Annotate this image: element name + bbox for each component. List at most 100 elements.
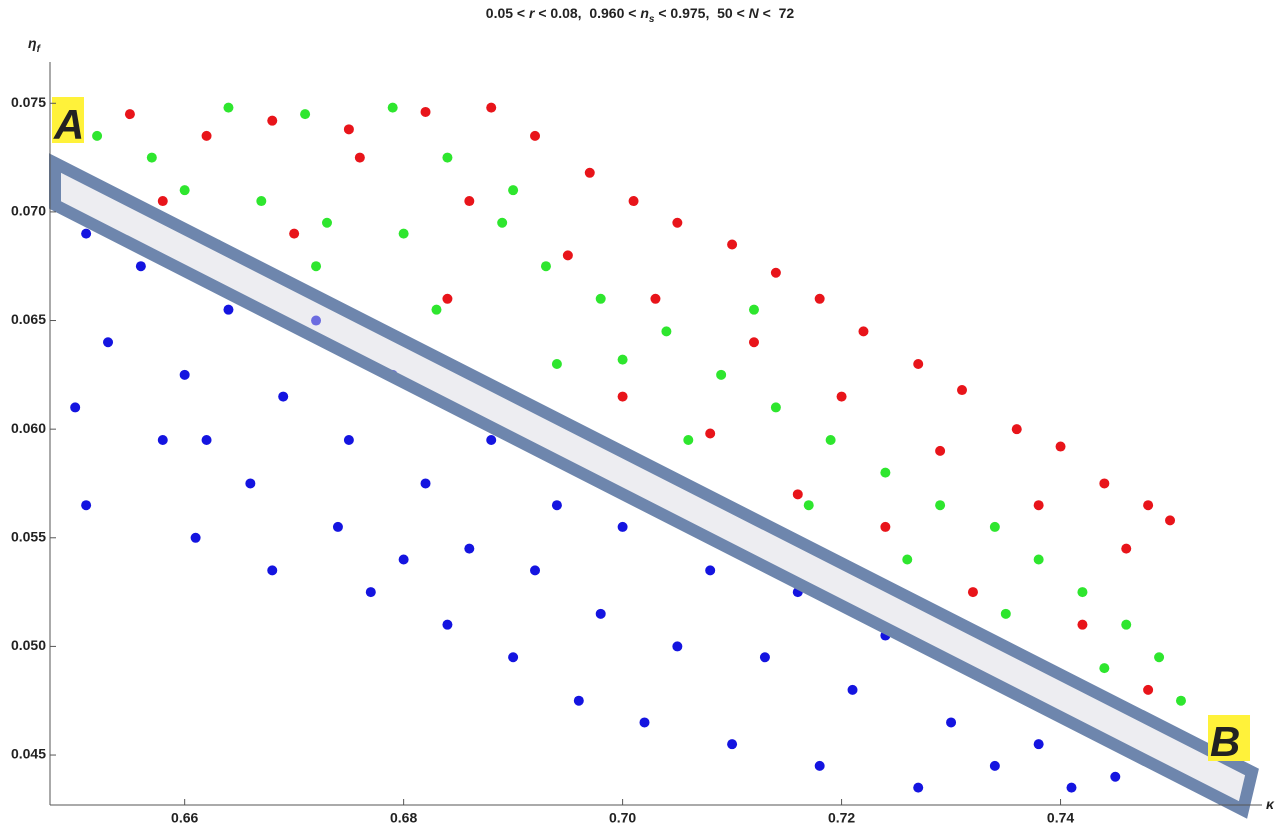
point — [1143, 500, 1154, 511]
y-tick-label: 0.045 — [11, 746, 46, 762]
point — [1055, 441, 1066, 452]
point — [157, 196, 168, 207]
point — [311, 315, 322, 326]
point — [770, 267, 781, 278]
point — [705, 428, 716, 439]
y-tick-label: 0.065 — [11, 311, 46, 327]
point — [486, 102, 497, 113]
point — [245, 478, 256, 489]
point — [825, 435, 836, 446]
text-part: < 0.08, 0.960 < — [534, 5, 640, 21]
text-part: 0.05 < — [486, 5, 529, 21]
text-part: N — [749, 5, 760, 21]
point — [814, 293, 825, 304]
point — [1121, 543, 1132, 554]
point — [748, 304, 759, 315]
point — [1154, 652, 1165, 663]
point — [770, 402, 781, 413]
point — [551, 500, 562, 511]
point — [573, 695, 584, 706]
y-axis-label: ηf — [28, 35, 42, 55]
point — [880, 521, 891, 532]
point — [201, 130, 212, 141]
point — [661, 326, 672, 337]
point — [1110, 771, 1121, 782]
point — [387, 102, 398, 113]
point — [508, 652, 519, 663]
point — [135, 261, 146, 272]
point — [1099, 663, 1110, 674]
point — [562, 250, 573, 261]
point — [617, 521, 628, 532]
point — [354, 152, 365, 163]
point — [508, 185, 519, 196]
point — [1000, 608, 1011, 619]
point — [300, 109, 311, 120]
point — [464, 543, 475, 554]
text-part: κ — [1266, 796, 1275, 812]
point — [792, 489, 803, 500]
point — [727, 239, 738, 250]
point — [278, 391, 289, 402]
annotation-b: B — [1210, 718, 1240, 765]
point — [847, 684, 858, 695]
x-tick-label: 0.70 — [609, 810, 636, 826]
point — [256, 196, 267, 207]
point — [1165, 515, 1176, 526]
point — [81, 500, 92, 511]
y-tick-label: 0.060 — [11, 420, 46, 436]
point — [672, 641, 683, 652]
point — [803, 500, 814, 511]
point — [223, 304, 234, 315]
point — [595, 608, 606, 619]
point — [617, 354, 628, 365]
point — [935, 445, 946, 456]
point — [530, 565, 541, 576]
point — [70, 402, 81, 413]
point — [913, 358, 924, 369]
text-part: f — [37, 44, 42, 55]
text-part: < 72 — [759, 5, 795, 21]
point — [289, 228, 300, 239]
point — [420, 106, 431, 117]
text-part: η — [28, 35, 37, 51]
point — [124, 109, 135, 120]
point — [540, 261, 551, 272]
label-b-background — [1208, 715, 1250, 761]
point — [1033, 554, 1044, 565]
point — [81, 228, 92, 239]
point — [267, 115, 278, 126]
point — [146, 152, 157, 163]
point — [946, 717, 957, 728]
point — [836, 391, 847, 402]
point — [727, 739, 738, 750]
point — [103, 337, 114, 348]
point — [1033, 739, 1044, 750]
highlight-band — [49, 153, 1259, 819]
point — [748, 337, 759, 348]
point — [1175, 695, 1186, 706]
point — [759, 652, 770, 663]
label-a-background — [52, 97, 84, 143]
point — [989, 760, 1000, 771]
point — [267, 565, 278, 576]
point — [486, 435, 497, 446]
point — [584, 167, 595, 178]
point — [1099, 478, 1110, 489]
point — [497, 217, 508, 228]
point — [157, 435, 168, 446]
point — [595, 293, 606, 304]
point — [223, 102, 234, 113]
point — [321, 217, 332, 228]
y-tick-label: 0.070 — [11, 203, 46, 219]
point — [902, 554, 913, 565]
point — [967, 587, 978, 598]
x-tick-label: 0.74 — [1047, 810, 1074, 826]
point — [672, 217, 683, 228]
text-part: n — [640, 5, 649, 21]
point — [858, 326, 869, 337]
y-tick-label: 0.050 — [11, 637, 46, 653]
point — [935, 500, 946, 511]
point — [179, 185, 190, 196]
